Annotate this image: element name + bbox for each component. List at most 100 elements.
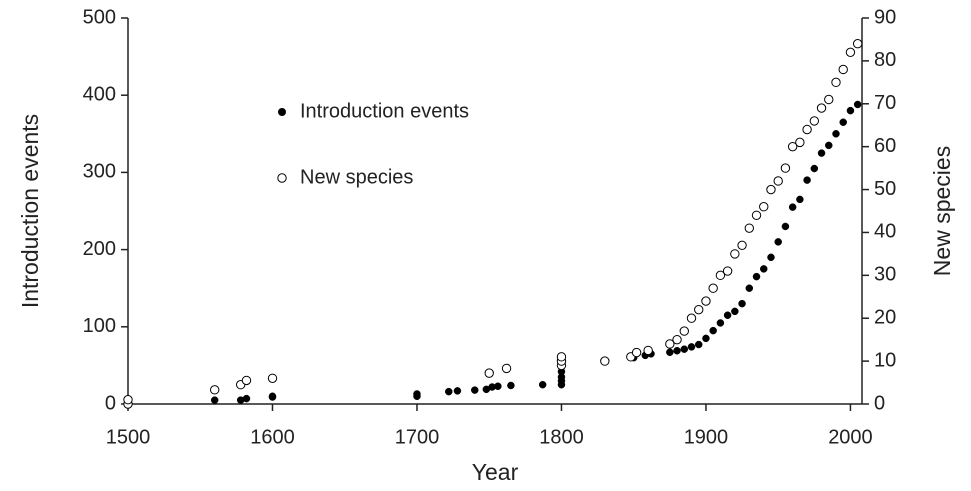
point — [852, 39, 863, 49]
point — [845, 47, 856, 58]
point — [825, 141, 833, 150]
x-tick-label: 1500 — [106, 426, 151, 448]
point — [810, 164, 819, 173]
point — [774, 238, 782, 246]
point — [738, 299, 746, 308]
point — [759, 265, 768, 273]
point — [673, 346, 681, 355]
y-axis-label: Introduction events — [17, 114, 43, 308]
point — [751, 210, 762, 220]
point — [766, 184, 776, 195]
point — [494, 382, 502, 390]
point — [795, 137, 805, 148]
x-tick-label: 1600 — [250, 426, 295, 448]
point — [745, 284, 754, 292]
y2-tick-label: 50 — [874, 178, 896, 200]
y-tick-label: 0 — [105, 392, 116, 414]
point — [666, 348, 674, 357]
y2-tick-label: 70 — [874, 92, 896, 114]
point — [802, 124, 812, 135]
point — [796, 195, 804, 204]
point — [781, 222, 790, 231]
point — [680, 345, 689, 353]
y2-tick-label: 40 — [874, 221, 896, 243]
point — [694, 304, 704, 315]
point — [716, 319, 725, 327]
point — [722, 266, 733, 276]
y-tick-label: 500 — [83, 6, 116, 28]
point — [752, 272, 761, 281]
legend-marker — [277, 173, 287, 183]
y2-tick-label: 0 — [874, 392, 885, 414]
point — [817, 149, 826, 157]
point — [501, 363, 512, 374]
point — [679, 326, 689, 336]
x-tick-label: 1800 — [539, 426, 584, 448]
point — [453, 387, 462, 395]
y-tick-label: 200 — [83, 238, 116, 260]
y2-tick-label: 90 — [874, 6, 896, 28]
point — [686, 313, 697, 323]
x-tick-label: 2000 — [828, 426, 873, 448]
point — [709, 326, 717, 335]
y2-tick-label: 10 — [874, 349, 896, 371]
y2-tick-label: 20 — [874, 307, 896, 329]
point — [846, 106, 855, 115]
point — [803, 176, 811, 184]
x-tick-label: 1700 — [395, 426, 440, 448]
point — [702, 334, 710, 343]
point — [242, 394, 251, 403]
point — [744, 223, 754, 233]
point — [839, 118, 847, 126]
y-tick-label: 400 — [83, 83, 116, 105]
y-tick-label: 300 — [83, 161, 116, 183]
y-tick-label: 100 — [83, 315, 116, 337]
point — [694, 340, 703, 349]
legend-label: New species — [300, 166, 413, 188]
point — [413, 390, 421, 398]
point — [701, 296, 711, 306]
point — [731, 307, 739, 316]
point — [759, 202, 769, 212]
point — [241, 375, 252, 386]
point — [600, 356, 610, 366]
point — [643, 345, 653, 356]
point — [809, 116, 820, 126]
point — [268, 392, 277, 401]
point — [708, 283, 718, 293]
point — [780, 163, 791, 173]
point — [788, 203, 797, 211]
y2-axis-label: New species — [929, 146, 955, 276]
point — [123, 395, 133, 405]
x-tick-label: 1900 — [684, 426, 729, 448]
point — [853, 100, 862, 109]
legend-marker — [278, 108, 286, 116]
point — [538, 380, 547, 389]
point — [672, 334, 682, 345]
point — [209, 385, 220, 395]
point — [445, 387, 453, 396]
point — [824, 94, 834, 105]
point — [773, 176, 783, 186]
point — [687, 343, 696, 351]
point — [507, 381, 515, 390]
y2-tick-label: 60 — [874, 135, 896, 157]
point — [715, 270, 726, 281]
point — [831, 77, 841, 88]
legend-label: Introduction events — [300, 100, 469, 122]
point — [838, 64, 848, 75]
y2-tick-label: 30 — [874, 264, 896, 286]
point — [767, 253, 775, 262]
point — [471, 386, 479, 394]
x-axis-label: Year — [472, 459, 519, 485]
point — [267, 373, 278, 383]
point — [484, 368, 494, 378]
point — [631, 347, 642, 358]
point — [816, 103, 827, 113]
point — [787, 141, 798, 152]
y2-tick-label: 80 — [874, 49, 896, 71]
point — [210, 396, 219, 404]
point — [832, 130, 840, 138]
point — [665, 339, 675, 349]
